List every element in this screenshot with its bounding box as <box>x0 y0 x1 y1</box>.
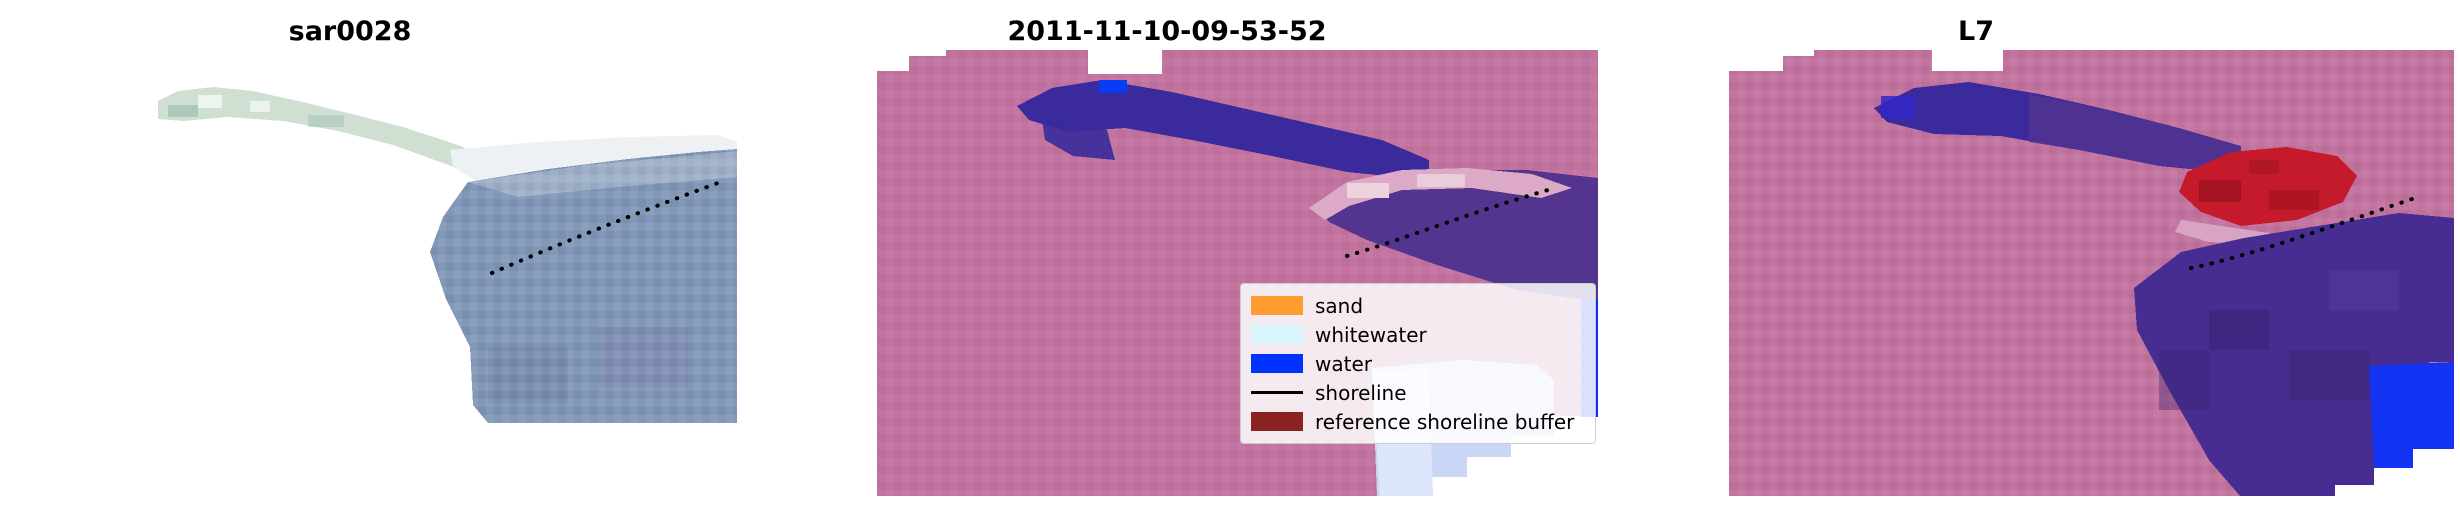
classified-image <box>877 50 1598 496</box>
panel-l7 <box>1729 50 2454 497</box>
sar-strip-shadow <box>308 115 344 127</box>
panel-title-l7: L7 <box>1958 16 1994 47</box>
water-pixel-patch <box>1099 80 1127 93</box>
sar-white-band <box>450 135 737 182</box>
shoreline-dots <box>1345 186 1557 258</box>
legend: sand whitewater water shoreline reference sh… <box>1240 283 1596 444</box>
legend-color-swatch <box>1251 354 1303 373</box>
legend-item-shoreline: shoreline <box>1251 378 1585 407</box>
red-shadow <box>2269 190 2319 210</box>
sar-pixel-texture <box>430 149 737 423</box>
sar-image <box>158 87 737 423</box>
legend-label: water <box>1315 351 1372 376</box>
legend-color-swatch <box>1251 412 1303 431</box>
sand-band-highlight <box>1347 183 1389 198</box>
legend-item-whitewater: whitewater <box>1251 320 1585 349</box>
sand-band-highlight <box>1417 174 1465 187</box>
indigo-band <box>1017 80 1429 180</box>
purple-mottle <box>2159 350 2209 410</box>
legend-line-swatch <box>1251 391 1303 394</box>
legend-color-swatch <box>1251 325 1303 344</box>
indigo-bright-patch <box>1881 96 1915 118</box>
red-shadow <box>2199 180 2241 202</box>
panel-sar <box>158 87 738 427</box>
panel-classified: sand whitewater water shoreline reference sh… <box>877 50 1598 497</box>
panel-title-classified: 2011-11-10-09-53-52 <box>1007 16 1327 47</box>
sar-strip-highlight <box>198 95 222 108</box>
legend-label: whitewater <box>1315 322 1427 347</box>
legend-label: reference shoreline buffer <box>1315 409 1575 434</box>
purple-band-right <box>2029 94 2241 174</box>
sar-strip-highlight <box>250 101 270 112</box>
sar-light-strip <box>158 87 510 179</box>
purple-mottle <box>2329 270 2399 310</box>
legend-label: shoreline <box>1315 380 1407 405</box>
legend-color-swatch <box>1251 296 1303 315</box>
legend-item-reference-shoreline-buffer: reference shoreline buffer <box>1251 407 1585 436</box>
sand-band <box>1309 168 1572 220</box>
panel-title-sar: sar0028 <box>288 16 412 47</box>
shoreline-dots <box>2189 196 2417 270</box>
shoreline-dots <box>490 181 720 275</box>
purple-mottle <box>2209 310 2269 350</box>
red-shadow <box>2249 160 2279 174</box>
indigo-lobe <box>1042 120 1115 160</box>
purple-mottle <box>2289 350 2369 400</box>
legend-item-sand: sand <box>1251 291 1585 320</box>
legend-item-water: water <box>1251 349 1585 378</box>
water-corner <box>2369 362 2454 468</box>
purple-water-region <box>1317 170 1598 302</box>
sar-strip-shadow <box>168 105 198 117</box>
legend-label: sand <box>1315 293 1364 318</box>
l7-image <box>1729 50 2454 496</box>
